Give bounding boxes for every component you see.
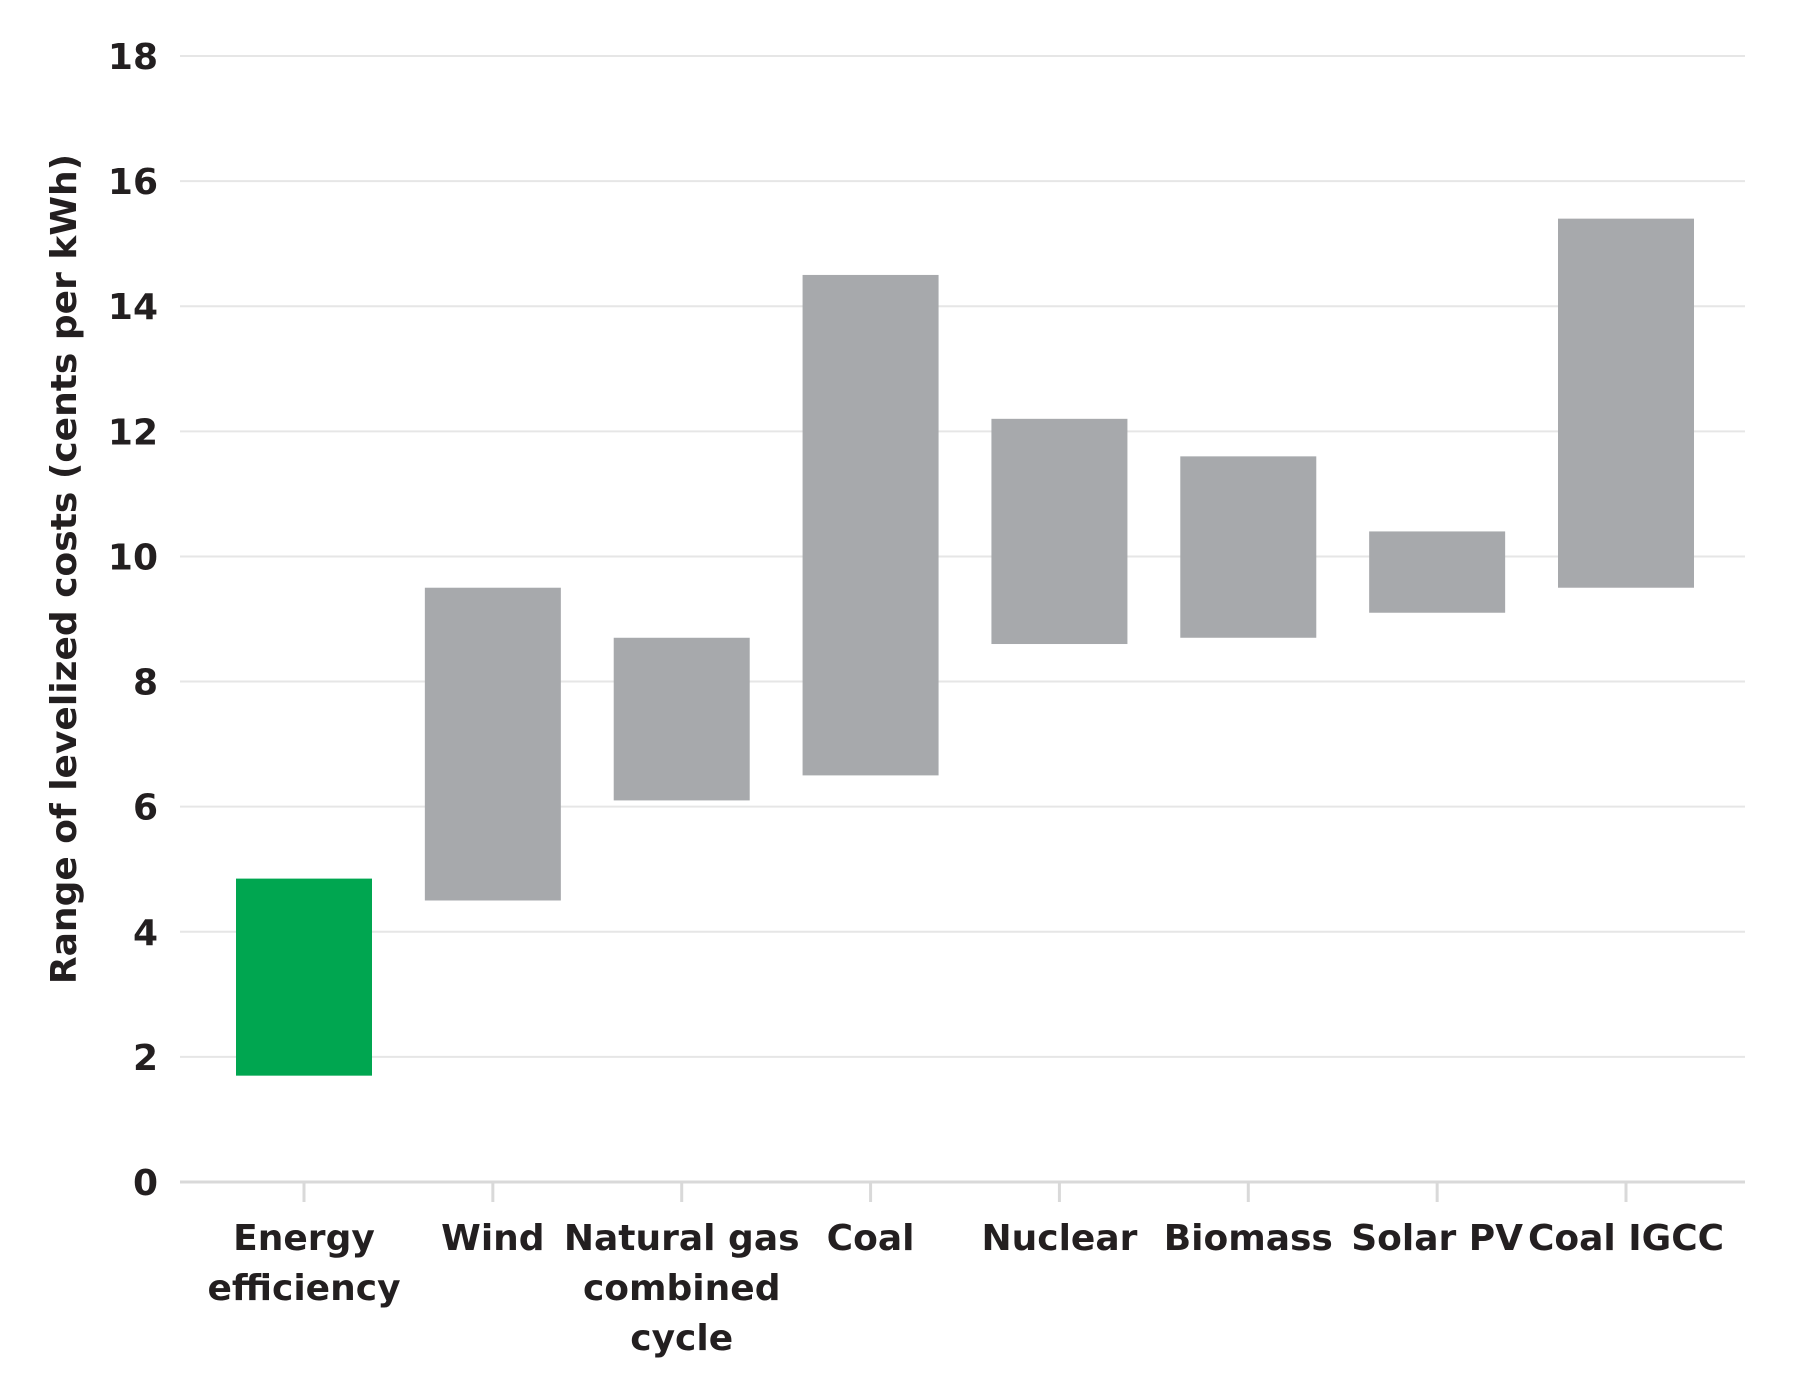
x-tick-label-solar-pv: Solar PV [1351, 1218, 1523, 1259]
x-axis [180, 1180, 1745, 1202]
x-tick-label-coal: Coal [827, 1218, 915, 1259]
bar-energy-efficiency [236, 878, 372, 1076]
y-tick-label-0: 0 [133, 1163, 158, 1204]
y-tick-label-12: 12 [108, 412, 158, 453]
x-tick-label-wind: Wind [441, 1218, 544, 1259]
y-tick-label-10: 10 [108, 537, 158, 578]
x-tick-label-energy-efficiency: Energy efficiency [207, 1218, 400, 1309]
y-tick-label-6: 6 [133, 788, 158, 829]
x-tick-label-coal-igcc: Coal IGCC [1528, 1218, 1724, 1259]
y-tick-label-8: 8 [133, 663, 158, 704]
x-tick-labels: Energy efficiency Wind Natural gas combined c… [207, 1218, 1724, 1359]
bar-wind [424, 587, 561, 901]
bar-coal [802, 274, 939, 776]
x-tick-label-natural-gas-combined-cycle: Natural gas combined cycle [564, 1218, 800, 1359]
bar-biomass [1180, 456, 1317, 638]
gridlines [180, 55, 1745, 1058]
y-tick-label-14: 14 [108, 287, 158, 328]
range-bars [236, 218, 1694, 1076]
x-tick-label-nuclear: Nuclear [981, 1218, 1137, 1259]
y-tick-labels: 0 2 4 6 8 10 12 14 16 18 [108, 37, 158, 1204]
x-tick-label-biomass: Biomass [1164, 1218, 1333, 1259]
y-tick-label-16: 16 [108, 162, 158, 203]
bar-nuclear [991, 418, 1128, 645]
bar-solar-pv [1369, 531, 1506, 613]
y-tick-label-2: 2 [133, 1038, 158, 1079]
y-axis-label: Range of levelized costs (cents per kWh) [44, 154, 85, 984]
bar-coal-igcc [1558, 218, 1694, 588]
y-tick-label-18: 18 [108, 37, 158, 78]
bar-natural-gas-combined-cycle [613, 637, 750, 801]
y-tick-label-4: 4 [133, 913, 158, 954]
